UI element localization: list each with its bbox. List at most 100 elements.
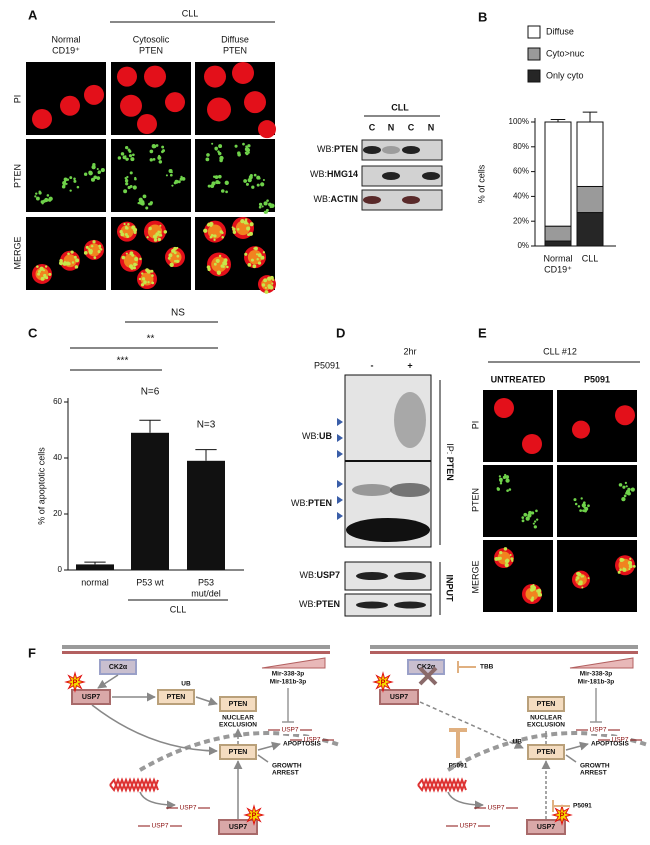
pten-dot	[126, 175, 129, 179]
micrographs	[26, 61, 276, 294]
pten-dot	[133, 263, 137, 267]
pten-dot	[143, 280, 147, 284]
y-axis-label: % of apoptotic cells	[36, 447, 46, 525]
pten-dot	[206, 153, 210, 157]
pten-dot	[67, 252, 70, 256]
pten-dot	[35, 192, 38, 195]
pten-dot	[499, 482, 503, 485]
pten-dot	[225, 190, 228, 194]
protein-label: PTEN	[229, 701, 248, 708]
pten-dot	[157, 230, 160, 233]
pten-dot	[146, 236, 149, 239]
panel-d: D 2hr P5091 - + WB:UB WB:PTEN WB:USP7 WB…	[291, 325, 455, 617]
diagram-label: USP7	[180, 805, 197, 812]
protein-label: USP7	[390, 694, 408, 701]
pten-dot	[267, 285, 272, 290]
pten-dot	[67, 262, 71, 266]
inhibit	[449, 728, 467, 758]
arrow	[565, 741, 589, 751]
pten-dot	[264, 290, 269, 294]
band	[352, 484, 392, 496]
pten-dot	[261, 283, 266, 287]
protein-box	[219, 744, 257, 760]
cell-overlap	[211, 256, 227, 273]
legend-swatch	[527, 69, 541, 83]
diagram-label: Mir-338-3p	[272, 671, 305, 678]
pten-dot	[213, 262, 217, 266]
pten-dot	[243, 179, 248, 183]
antibody: USP7	[316, 570, 340, 580]
ip-label: IP: PTEN	[445, 443, 455, 481]
pten-dot	[581, 586, 584, 589]
legend-swatch	[527, 25, 541, 39]
blot-label: WB:PTEN	[299, 599, 340, 609]
panel-label: B	[478, 9, 487, 24]
micrograph	[557, 540, 637, 612]
pten-dot	[211, 142, 214, 145]
protein-box	[219, 696, 257, 712]
row-label: PTEN	[12, 164, 22, 188]
pten-dot	[39, 266, 44, 271]
pten-dot	[128, 264, 134, 269]
panel-label: D	[336, 325, 345, 340]
pten-dot	[617, 570, 621, 574]
pten-dot	[240, 219, 245, 224]
pten-dot	[587, 577, 590, 580]
pten-dot	[91, 164, 96, 170]
error-bar	[582, 111, 598, 122]
pten-dot	[218, 144, 223, 149]
diagram-label: APOPTOSIS	[591, 741, 629, 748]
pten-dot	[494, 557, 499, 561]
panel-label: E	[478, 325, 487, 340]
y-tick-label: 20%	[513, 216, 529, 225]
pten-dot	[626, 492, 629, 495]
pten-dot	[221, 231, 224, 235]
pten-dot	[260, 182, 265, 187]
pten-dot	[69, 176, 73, 179]
y-tick-label: 0	[58, 565, 63, 574]
pten-dot	[530, 511, 535, 515]
x-tick-label: Normal	[543, 253, 572, 263]
pten-dot	[209, 236, 213, 239]
pten-dot	[138, 277, 142, 281]
lane-label: C	[408, 122, 415, 132]
protein-label: PTEN	[537, 749, 556, 756]
pten-dot	[260, 255, 265, 260]
phospho-label: P	[73, 679, 78, 686]
pten-dot	[622, 485, 626, 489]
diagram-label: ARREST	[580, 770, 607, 777]
band	[346, 518, 430, 542]
pten-dot	[244, 151, 248, 155]
pten-dot	[212, 182, 215, 186]
cell	[117, 66, 137, 87]
pten-dot	[221, 236, 224, 239]
legend-swatch	[527, 47, 541, 61]
bar-segment	[544, 121, 572, 227]
protein-label: CK2α	[109, 664, 128, 671]
pten-dot	[71, 261, 75, 264]
cell	[84, 84, 104, 105]
bar	[187, 460, 225, 570]
pten-dot	[629, 557, 632, 560]
panel-label: A	[28, 7, 38, 22]
pten-dot	[43, 276, 46, 279]
pten-dot	[145, 206, 149, 210]
cell-overlap	[525, 587, 539, 601]
pten-dot	[70, 250, 74, 254]
pten-dot	[168, 253, 173, 258]
pten-dot	[171, 249, 174, 252]
arrow	[565, 754, 577, 763]
blot-label: WB:UB	[302, 431, 332, 441]
pten-dot	[215, 148, 218, 151]
mrna-bg	[486, 804, 506, 812]
protein-box	[218, 819, 258, 835]
cell	[165, 92, 185, 113]
pten-dot	[155, 232, 160, 237]
treatment-label: P5091	[314, 360, 340, 370]
pten-dot	[249, 222, 254, 227]
pten-dot	[244, 218, 248, 221]
band	[394, 572, 426, 580]
smear	[394, 392, 426, 448]
protein-box	[157, 689, 195, 705]
pten-dot	[73, 255, 77, 259]
